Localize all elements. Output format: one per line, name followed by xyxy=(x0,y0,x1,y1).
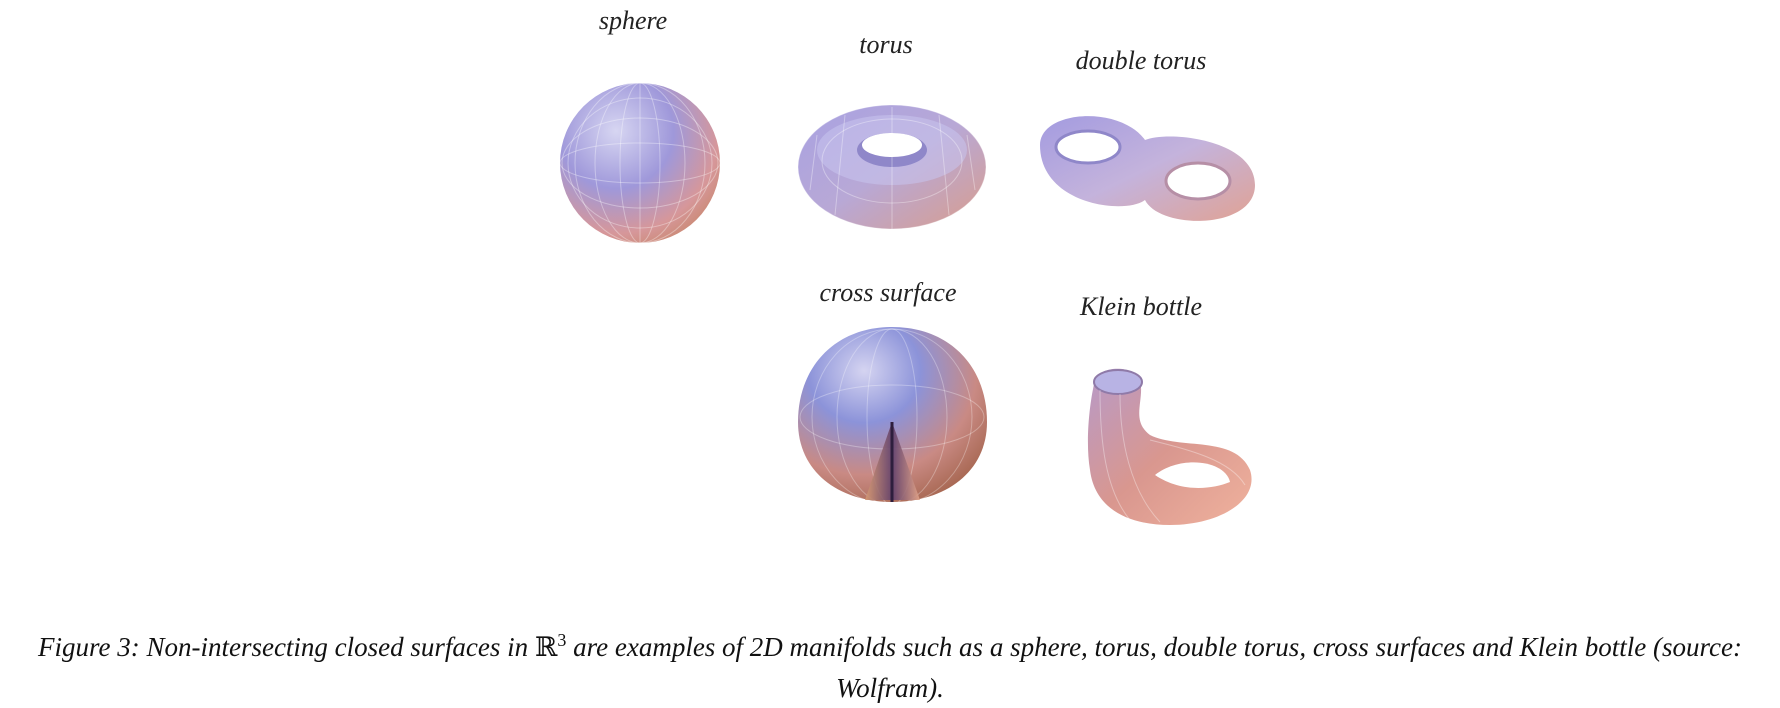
real-space-symbol: ℝ xyxy=(534,632,558,663)
caption-suffix: are examples of 2D manifolds such as a s… xyxy=(566,632,1743,703)
double-torus-label: double torus xyxy=(1075,46,1207,75)
cross-surface-label: cross surface xyxy=(819,278,957,307)
double-torus-image xyxy=(1040,116,1255,221)
sphere-label: sphere xyxy=(598,6,668,35)
cross-surface-image xyxy=(798,327,987,506)
klein-bottle-label: Klein bottle xyxy=(1079,292,1203,321)
klein-bottle-image xyxy=(1087,368,1252,525)
figure-caption: Figure 3: Non-intersecting closed surfac… xyxy=(0,620,1780,708)
sphere-image xyxy=(559,82,721,244)
caption-prefix: Figure 3: Non-intersecting closed surfac… xyxy=(37,632,535,662)
torus-label: torus xyxy=(859,30,913,59)
torus-image xyxy=(797,104,987,230)
dimension-superscript: 3 xyxy=(557,630,567,650)
